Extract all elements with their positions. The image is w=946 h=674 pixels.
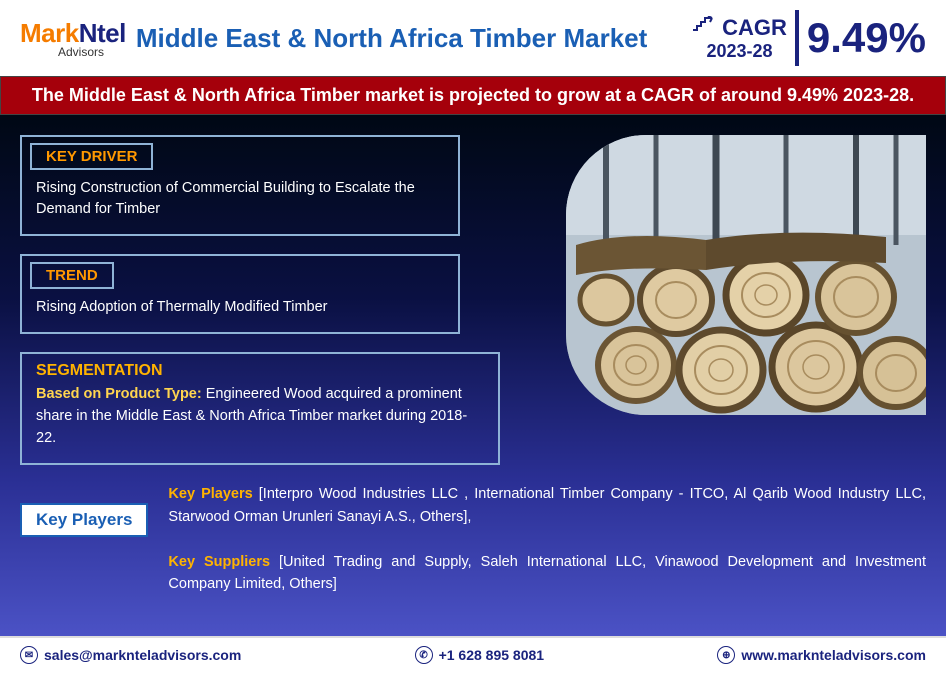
- cagr-divider: [795, 10, 799, 66]
- segmentation-highlight: Based on Product Type:: [36, 386, 202, 402]
- page-footer: ✉ sales@marknteladvisors.com ✆ +1 628 89…: [0, 636, 946, 674]
- projection-banner: The Middle East & North Africa Timber ma…: [0, 76, 946, 115]
- footer-email-text: sales@marknteladvisors.com: [44, 647, 241, 663]
- footer-phone-text: +1 628 895 8081: [439, 647, 545, 663]
- cagr-label: CAGR: [722, 15, 787, 41]
- trend-header: TREND: [30, 262, 114, 289]
- footer-web-text: www.marknteladvisors.com: [741, 647, 926, 663]
- segmentation-box: SEGMENTATION Based on Product Type: Engi…: [20, 352, 500, 465]
- timber-image: [566, 135, 926, 415]
- trend-text: Rising Adoption of Thermally Modified Ti…: [22, 289, 458, 332]
- key-driver-text: Rising Construction of Commercial Buildi…: [22, 170, 458, 234]
- email-icon: ✉: [20, 646, 38, 664]
- logo-subtitle: Advisors: [58, 45, 104, 59]
- globe-icon: ⊕: [717, 646, 735, 664]
- growth-icon: [692, 16, 718, 40]
- logo-ntel: Ntel: [79, 18, 126, 48]
- key-suppliers-heading: Key Suppliers: [168, 554, 270, 570]
- page-title: Middle East & North Africa Timber Market: [136, 23, 682, 54]
- key-players-body: Key Players [Interpro Wood Industries LL…: [168, 483, 926, 595]
- key-players-heading: Key Players: [168, 486, 252, 502]
- segmentation-content: Based on Product Type: Engineered Wood a…: [22, 384, 498, 463]
- page-header: MarkNtel Advisors Middle East & North Af…: [0, 0, 946, 76]
- body-area: KEY DRIVER Rising Construction of Commer…: [0, 115, 946, 636]
- key-players-list: [Interpro Wood Industries LLC , Internat…: [168, 486, 926, 524]
- key-driver-box: KEY DRIVER Rising Construction of Commer…: [20, 135, 460, 236]
- key-driver-header: KEY DRIVER: [30, 143, 153, 170]
- cagr-years: 2023-28: [706, 41, 772, 62]
- segmentation-header: SEGMENTATION: [22, 354, 498, 384]
- footer-email: ✉ sales@marknteladvisors.com: [20, 646, 241, 664]
- key-players-tag: Key Players: [20, 503, 148, 537]
- brand-logo: MarkNtel Advisors: [20, 18, 126, 59]
- key-suppliers-list: [United Trading and Supply, Saleh Intern…: [168, 554, 926, 592]
- cagr-percentage: 9.49%: [807, 14, 926, 62]
- logo-mark: Mark: [20, 18, 79, 48]
- phone-icon: ✆: [415, 646, 433, 664]
- key-players-section: Key Players Key Players [Interpro Wood I…: [20, 483, 926, 595]
- footer-web: ⊕ www.marknteladvisors.com: [717, 646, 926, 664]
- cagr-block: CAGR 2023-28 9.49%: [692, 10, 926, 66]
- trend-box: TREND Rising Adoption of Thermally Modif…: [20, 254, 460, 334]
- footer-phone: ✆ +1 628 895 8081: [415, 646, 545, 664]
